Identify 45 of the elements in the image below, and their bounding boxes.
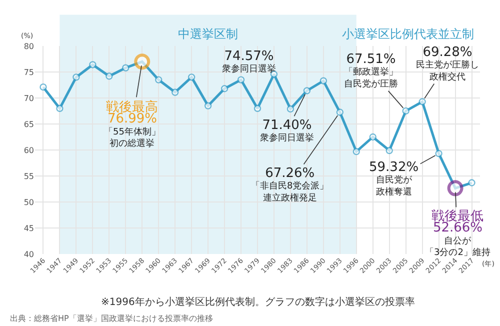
text: 小選挙区比例代表並立制: [342, 27, 474, 41]
point: [386, 146, 393, 154]
point: [72, 74, 80, 81]
text: ※1996年から小選挙区比例代表制。グラフの数字は小選挙区の投票率: [101, 296, 415, 308]
point: [320, 77, 328, 84]
annotation: 74.57% 衆参同日選挙: [222, 49, 276, 75]
y-tick-label: 65: [24, 120, 34, 129]
y-tick-label: 75: [24, 68, 34, 77]
source-note: 出典：総務省HP「選挙」国政選挙における投票率の推移: [10, 314, 213, 323]
band-label: 中選挙区制: [178, 27, 238, 41]
point: [56, 104, 64, 112]
point: [171, 88, 179, 96]
point: [220, 85, 228, 92]
point: [155, 76, 162, 84]
point: [352, 148, 360, 156]
point: [106, 72, 113, 80]
point: [468, 179, 476, 186]
point: [336, 108, 344, 116]
y-tick-label: 60: [24, 146, 34, 155]
point: [303, 87, 311, 94]
annotation: 戦後最低 52.66% 自公が「3分の2」維持: [425, 209, 490, 258]
point: [435, 150, 442, 158]
annotation: 戦後最高 76.99% 「55年体制」初の総選挙: [104, 99, 160, 150]
point: [122, 64, 130, 72]
point: [237, 76, 245, 84]
y-tick-label: 55: [24, 172, 34, 181]
point: [369, 133, 376, 141]
annotation: 69.28% 民主党が圧勝し政権交代: [416, 45, 479, 82]
annotation: 67.51% 「郵政選挙」自民党が圧勝: [344, 52, 398, 90]
point: [254, 104, 262, 112]
y-tick-label: 80: [24, 42, 34, 51]
point: [286, 105, 294, 113]
y-tick-label: 45: [24, 224, 34, 233]
point: [418, 98, 426, 106]
y-tick-label: 70: [24, 94, 34, 103]
point: [402, 107, 410, 115]
annotation: 59.32% 自民党が政権奪還: [369, 160, 419, 198]
y-tick-label: 50: [24, 198, 34, 207]
annotation: 67.26% 「非自民8党会派」連立政権発足: [251, 166, 329, 204]
point: [40, 83, 47, 91]
annotation: 71.40% 衆参同日選挙: [260, 118, 314, 144]
point: [204, 102, 212, 110]
y-tick-label: 40: [24, 250, 34, 259]
point: [89, 61, 96, 68]
point: [188, 74, 196, 81]
